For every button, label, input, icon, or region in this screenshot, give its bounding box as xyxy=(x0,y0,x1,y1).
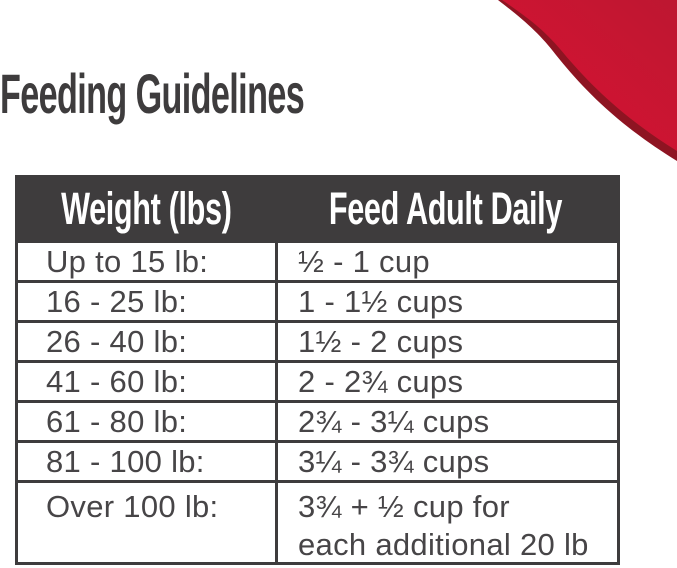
weight-cell: 41 - 60 lb: xyxy=(18,363,278,400)
amount-cell: 3¼ - 3¾ cups xyxy=(298,443,490,479)
amount-cell: 1½ - 2 cups xyxy=(298,323,464,359)
weight-cell: 26 - 40 lb: xyxy=(18,323,278,360)
feeding-guidelines-table: Weight (lbs) Feed Adult Daily Up to 15 l… xyxy=(15,175,620,565)
weight-cell: 61 - 80 lb: xyxy=(18,403,278,440)
table-row: 16 - 25 lb: 1 - 1½ cups xyxy=(18,280,617,320)
amount-cell: 2¾ - 3¼ cups xyxy=(298,403,490,439)
table-row: Up to 15 lb: ½ - 1 cup xyxy=(18,240,617,280)
table-row: 26 - 40 lb: 1½ - 2 cups xyxy=(18,320,617,360)
table-row: 81 - 100 lb: 3¼ - 3¾ cups xyxy=(18,440,617,480)
column-header-feed-label: Feed Adult Daily xyxy=(328,183,563,234)
column-header-feed-adult-daily: Feed Adult Daily xyxy=(274,183,617,235)
red-corner-fill xyxy=(502,0,677,151)
table-row: 61 - 80 lb: 2¾ - 3¼ cups xyxy=(18,400,617,440)
table-row: Over 100 lb: 3¾ + ½ cup for each additio… xyxy=(18,480,617,562)
weight-cell: Over 100 lb: xyxy=(18,483,278,562)
amount-cell: ½ - 1 cup xyxy=(298,243,430,279)
red-corner-decoration xyxy=(498,0,677,161)
weight-cell: 81 - 100 lb: xyxy=(18,443,278,480)
amount-cell: 3¾ + ½ cup for each additional 20 lb xyxy=(298,489,589,562)
page-title: Feeding Guidelines xyxy=(0,63,499,125)
amount-cell: 2 - 2¾ cups xyxy=(298,363,464,399)
amount-cell: 1 - 1½ cups xyxy=(298,283,464,319)
table-row: 41 - 60 lb: 2 - 2¾ cups xyxy=(18,360,617,400)
weight-cell: Up to 15 lb: xyxy=(18,243,278,280)
table-header-row: Weight (lbs) Feed Adult Daily xyxy=(18,178,617,240)
column-header-weight: Weight (lbs) xyxy=(18,183,274,235)
page-title-text: Feeding Guidelines xyxy=(0,62,305,125)
column-header-weight-label: Weight (lbs) xyxy=(60,183,232,234)
weight-cell: 16 - 25 lb: xyxy=(18,283,278,320)
